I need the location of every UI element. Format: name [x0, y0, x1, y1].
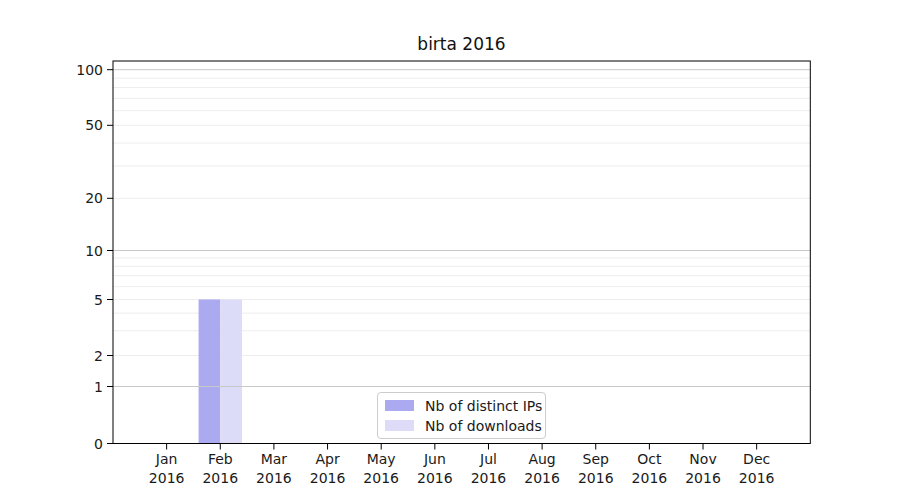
x-tick-label-year: 2016	[417, 470, 453, 486]
legend-entry: Nb of downloads	[378, 416, 545, 435]
x-tick-label-month: Apr	[315, 451, 339, 467]
x-tick-label-month: Feb	[208, 451, 233, 467]
y-tick-label: 5	[94, 292, 103, 308]
x-tick-label-year: 2016	[739, 470, 775, 486]
x-tick-label-year: 2016	[363, 470, 399, 486]
x-tick-label-month: Nov	[689, 451, 716, 467]
x-tick-label-year: 2016	[149, 470, 185, 486]
x-tick-label-month: Jan	[155, 451, 178, 467]
y-tick-label: 0	[94, 436, 103, 452]
legend-swatch	[385, 420, 414, 431]
bar	[199, 300, 221, 444]
x-tick-label-month: Jun	[423, 451, 446, 467]
legend-swatch	[385, 400, 414, 411]
x-tick-label-month: Mar	[261, 451, 288, 467]
legend-entry: Nb of distinct IPs	[378, 396, 545, 415]
x-tick-label-month: Jul	[479, 451, 497, 467]
y-tick-label: 100	[76, 62, 103, 78]
figure: birta 2016 0125102050100Jan2016Feb2016Ma…	[0, 0, 900, 500]
y-tick-label: 20	[85, 190, 103, 206]
x-tick-label-year: 2016	[578, 470, 614, 486]
legend-label: Nb of distinct IPs	[425, 398, 542, 414]
legend-label: Nb of downloads	[425, 418, 542, 434]
x-tick-label-year: 2016	[202, 470, 238, 486]
x-tick-label-year: 2016	[256, 470, 292, 486]
x-tick-label-month: Sep	[583, 451, 610, 467]
x-tick-label-month: Oct	[637, 451, 662, 467]
x-tick-label-year: 2016	[471, 470, 507, 486]
y-tick-label: 1	[94, 379, 103, 395]
x-tick-label-month: Aug	[528, 451, 555, 467]
x-tick-label-month: Dec	[743, 451, 770, 467]
x-tick-label-year: 2016	[632, 470, 668, 486]
y-tick-label: 10	[85, 243, 103, 259]
y-tick-label: 50	[85, 117, 103, 133]
bar	[220, 300, 242, 444]
legend: Nb of distinct IPs Nb of downloads	[377, 392, 546, 439]
y-tick-label: 2	[94, 348, 103, 364]
x-tick-label-month: May	[367, 451, 396, 467]
x-tick-label-year: 2016	[685, 470, 721, 486]
x-tick-label-year: 2016	[524, 470, 560, 486]
x-tick-label-year: 2016	[310, 470, 346, 486]
